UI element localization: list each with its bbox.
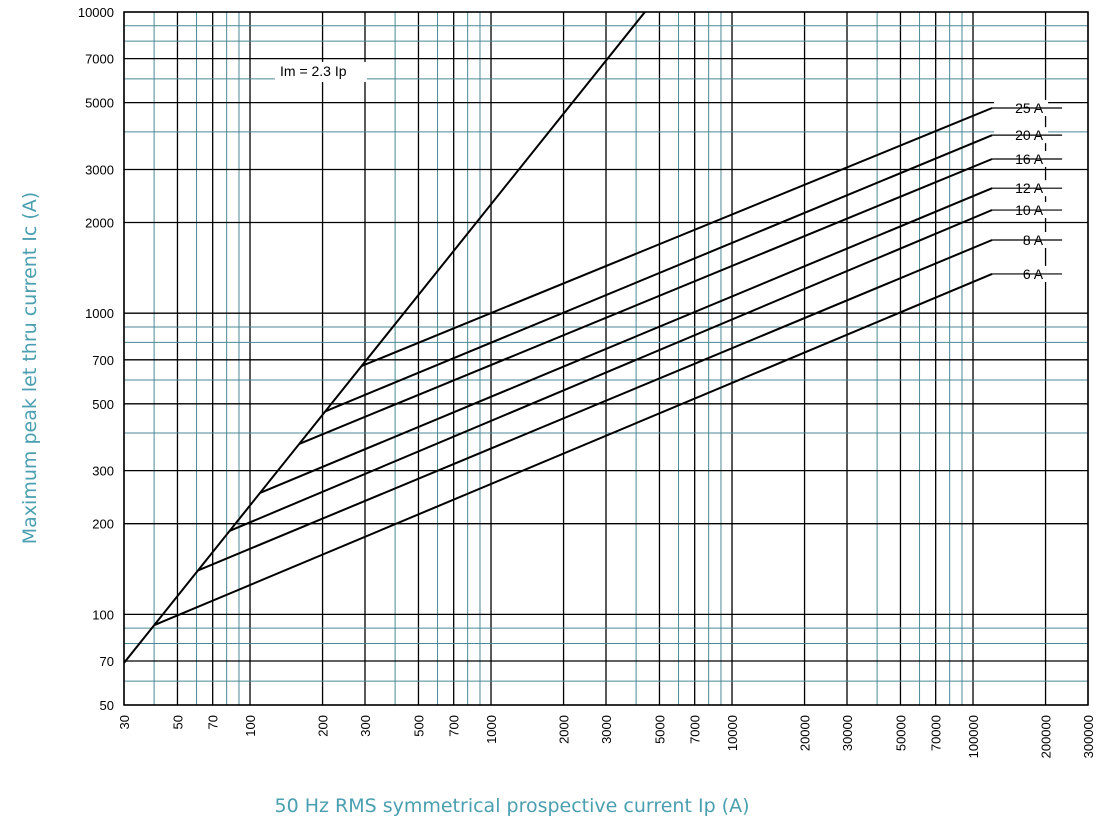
x-tick-label: 7000 <box>688 715 703 744</box>
y-tick-label: 700 <box>92 353 114 368</box>
x-tick-label: 100 <box>243 715 258 737</box>
x-tick-label: 20000 <box>798 715 813 751</box>
series-label: 12 A <box>1015 180 1044 196</box>
series-label: 16 A <box>1015 151 1044 167</box>
x-tick-label: 10000 <box>725 715 740 751</box>
y-tick-label: 2000 <box>85 216 114 231</box>
series-line <box>361 107 993 368</box>
y-tick-label: 100 <box>92 607 114 622</box>
x-tick-label: 200 <box>316 715 331 737</box>
series-label: 6 A <box>1023 266 1044 282</box>
y-axis-label: Maximum peak let thru current Ic (A) <box>19 192 41 544</box>
tick-labels: 50 70 100 200 300 500 700 1000 2000 3000 5000 7000 1… <box>78 5 1096 758</box>
series-line <box>153 272 993 627</box>
x-tick-label: 50000 <box>893 715 908 751</box>
series-label: Im = 2.3 Ip <box>280 63 347 79</box>
x-tick-label: 300 <box>358 715 373 737</box>
y-tick-label: 5000 <box>85 96 114 111</box>
series-line <box>324 134 993 413</box>
series-line <box>298 158 993 445</box>
x-tick-label: 500 <box>411 715 426 737</box>
x-tick-label: 70000 <box>929 715 944 751</box>
x-tick-label: 700 <box>447 715 462 737</box>
y-tick-label: 70 <box>100 654 114 669</box>
x-tick-label: 30000 <box>840 715 855 751</box>
y-tick-label: 1000 <box>85 306 114 321</box>
x-tick-label: 30 <box>117 715 132 729</box>
x-tick-label: 5000 <box>652 715 667 744</box>
x-tick-label: 70 <box>206 715 221 729</box>
y-tick-label: 50 <box>100 698 114 713</box>
x-tick-label: 1000 <box>484 715 499 744</box>
series-label: 10 A <box>1015 202 1044 218</box>
curves <box>123 11 993 664</box>
series-label: 25 A <box>1015 100 1044 116</box>
x-tick-label: 50 <box>170 715 185 729</box>
ratio-line <box>123 11 646 664</box>
grid <box>123 11 1089 706</box>
x-tick-label: 300000 <box>1081 715 1096 758</box>
x-tick-label: 200000 <box>1039 715 1054 758</box>
curve-labels: Im = 2.3 Ip 25 A 20 A 16 A 12 A 10 A 8 A 6 A <box>275 62 1063 282</box>
x-axis-label: 50 Hz RMS symmetrical prospective curren… <box>275 795 750 817</box>
series-line <box>228 209 993 533</box>
y-tick-label: 10000 <box>78 5 114 20</box>
x-tick-label: 100000 <box>966 715 981 758</box>
x-tick-label: 2000 <box>557 715 572 744</box>
y-tick-label: 7000 <box>85 52 114 67</box>
series-line <box>259 187 993 494</box>
y-tick-label: 200 <box>92 517 114 532</box>
series-label: 8 A <box>1023 232 1044 248</box>
series-line <box>197 239 993 572</box>
plot-frame <box>123 11 1089 706</box>
y-tick-label: 300 <box>92 464 114 479</box>
label-background <box>275 62 367 82</box>
series-label: 20 A <box>1015 127 1044 143</box>
x-tick-label: 3000 <box>599 715 614 744</box>
y-tick-label: 3000 <box>85 162 114 177</box>
y-tick-label: 500 <box>92 397 114 412</box>
